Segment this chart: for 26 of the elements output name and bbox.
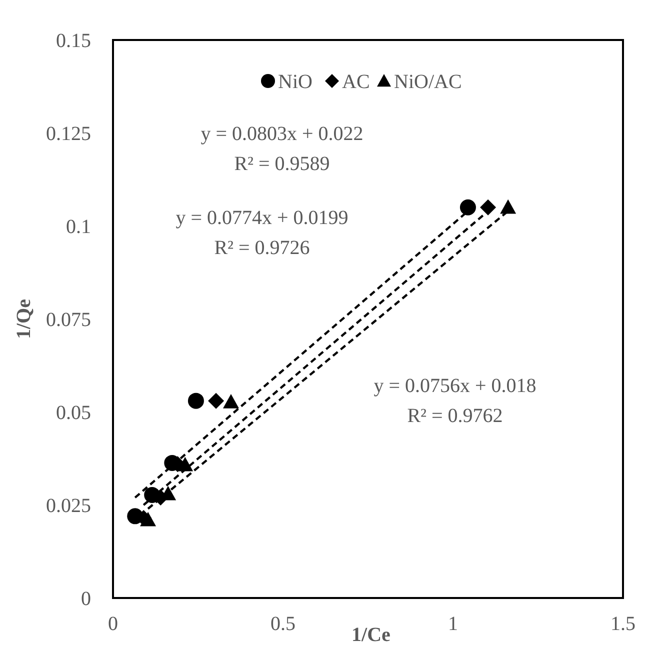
y-tick-label: 0 bbox=[81, 588, 91, 610]
y-tick-label: 0.15 bbox=[56, 30, 91, 52]
x-tick-label: 0 bbox=[108, 613, 118, 635]
point bbox=[222, 394, 239, 408]
annotation: y = 0.0803x + 0.022 R² = 0.9589 bbox=[200, 123, 364, 175]
legend-label: AC bbox=[342, 71, 370, 93]
point bbox=[480, 199, 496, 216]
point bbox=[208, 392, 224, 409]
y-tick-label: 0.1 bbox=[66, 216, 91, 238]
annotation: y = 0.0756x + 0.018 R² = 0.9762 bbox=[374, 375, 536, 427]
y-tick-label: 0.05 bbox=[56, 402, 91, 424]
x-tick-label: 1 bbox=[448, 613, 458, 635]
legend-label: NiO/AC bbox=[394, 71, 462, 93]
point bbox=[500, 199, 516, 214]
point bbox=[188, 392, 204, 409]
x-tick-label: 0.5 bbox=[270, 613, 296, 635]
y-tick-label: 0.125 bbox=[46, 123, 91, 145]
x-axis-title: 1/Ce bbox=[352, 624, 391, 646]
y-tick-label: 0.075 bbox=[46, 309, 91, 331]
y-tick-label: 0.025 bbox=[46, 495, 91, 517]
point bbox=[460, 199, 476, 216]
x-tick-label: 1.5 bbox=[610, 613, 636, 635]
legend-label: NiO bbox=[278, 71, 312, 93]
annotation: y = 0.0774x + 0.0199 R² = 0.9726 bbox=[176, 207, 348, 259]
y-axis-title: 1/Qe bbox=[13, 298, 35, 339]
point bbox=[140, 512, 156, 526]
